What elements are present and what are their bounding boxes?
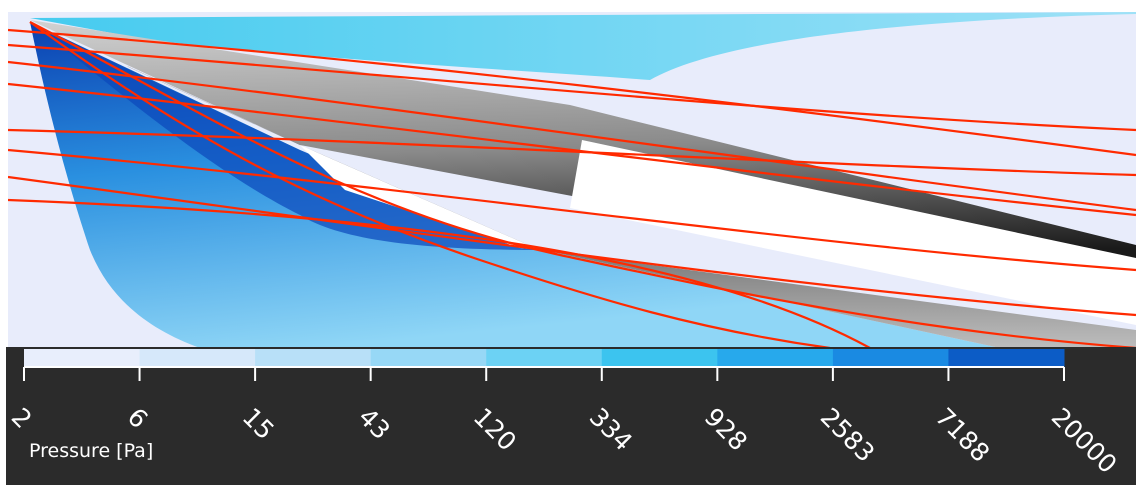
vehicle-lower-surface: [30, 22, 1136, 348]
streamline: [8, 198, 871, 348]
compression-region: [30, 22, 1000, 348]
colorbar-segment: [24, 349, 141, 367]
colorbar-segment: [139, 349, 256, 367]
streamline: [8, 60, 1136, 212]
cutaway-panel-rear: [570, 140, 1136, 325]
streamline: [8, 82, 1136, 217]
streamline: [8, 28, 1136, 157]
colorbar-title: Pressure [Pa]: [29, 440, 154, 462]
colorbar-segment: [948, 349, 1065, 367]
colorbar-segment: [601, 349, 718, 367]
colorbar-segment: [370, 349, 487, 367]
colorbar-segment: [832, 349, 949, 367]
cutaway-panel-front: [300, 145, 540, 250]
colorbar-segments: [24, 349, 1065, 367]
colorbar-segment: [717, 349, 834, 367]
compression-core: [40, 28, 540, 250]
streamline: [29, 21, 1136, 348]
streamline: [29, 21, 831, 348]
streamlines: [8, 21, 1136, 348]
streamline: [8, 43, 1136, 132]
colorbar-segment: [255, 349, 372, 367]
colorbar-segment: [486, 349, 603, 367]
streamline: [8, 128, 1136, 177]
streamline: [8, 148, 1136, 272]
colorbar-tick-marks: [23, 367, 1065, 381]
upper-flow-region: [30, 12, 1136, 80]
